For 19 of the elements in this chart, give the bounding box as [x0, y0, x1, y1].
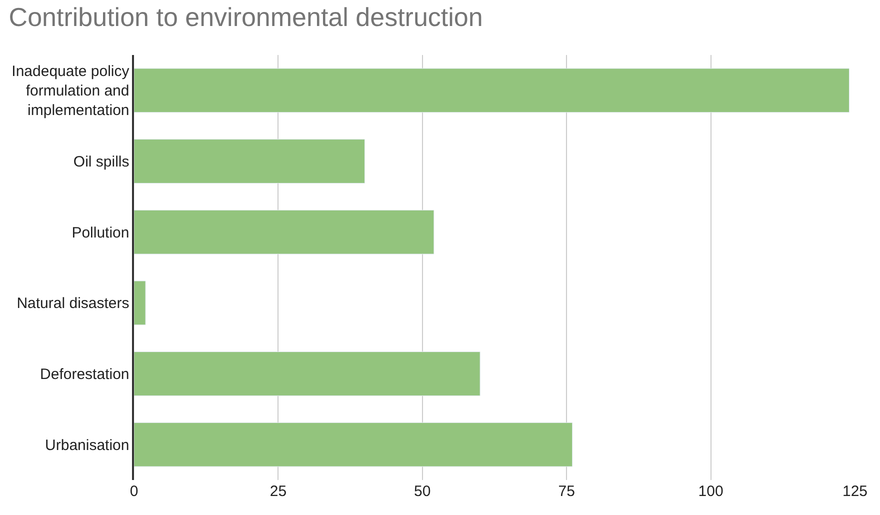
y-tick-label: Urbanisation — [45, 436, 130, 454]
x-tick-label: 75 — [558, 483, 575, 500]
y-tick-label: Deforestation — [40, 366, 130, 383]
bar — [134, 68, 850, 113]
bar — [134, 280, 146, 326]
bar — [134, 422, 573, 467]
y-tick-label: Pollution — [72, 224, 130, 242]
bar — [134, 139, 365, 184]
y-tick-label: Natural disasters — [16, 295, 130, 312]
bar — [134, 210, 434, 254]
y-tick-label: Oil spills — [73, 154, 130, 170]
chart-title: Contribution to environmental destruction — [8, 2, 483, 32]
y-tick-label: Inadequate policy formulation and implementation — [12, 63, 130, 120]
x-tick-label: 0 — [130, 483, 138, 500]
x-tick-label: 100 — [698, 483, 724, 500]
x-tick-label: 125 — [842, 483, 868, 500]
x-tick-label: 25 — [270, 483, 287, 500]
x-tick-label: 50 — [414, 483, 431, 500]
bar — [134, 352, 480, 396]
